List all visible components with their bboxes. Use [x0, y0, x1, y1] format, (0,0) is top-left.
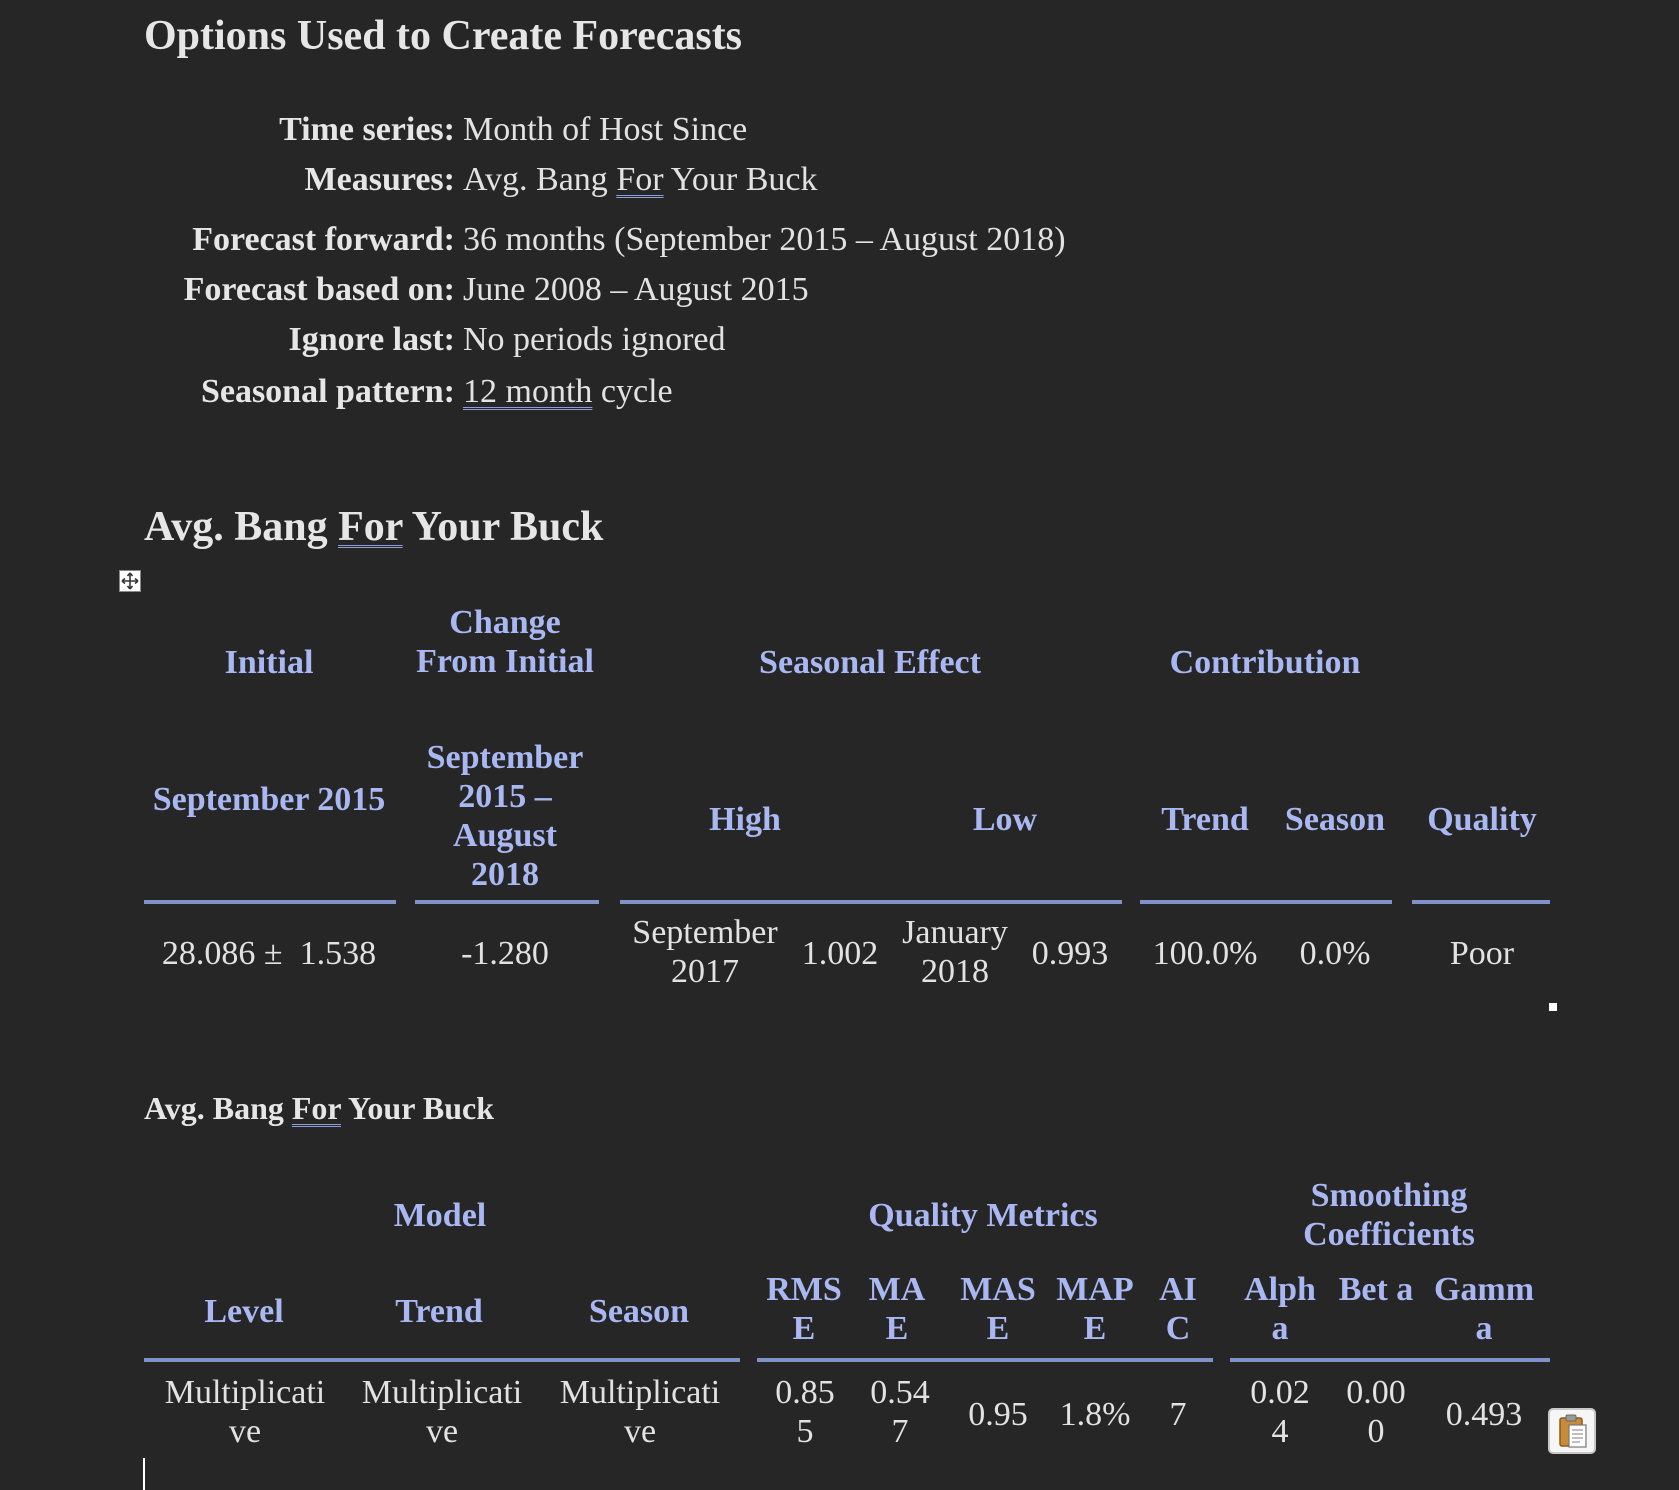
header-level: Level — [204, 1293, 284, 1330]
cell-trend: 100.0% — [1152, 935, 1258, 972]
option-value: Month of Host Since — [463, 111, 748, 148]
cell-gamma: 0.493 — [1445, 1396, 1523, 1433]
header-low: Low — [972, 801, 1038, 838]
text-run: Your Buck — [341, 1090, 494, 1126]
cell-quality: Poor — [1449, 935, 1515, 972]
model-heading: Avg. Bang For Your Buck — [144, 1090, 494, 1127]
cell-high-value: 1.002 — [801, 935, 879, 972]
option-label: Forecast forward: — [192, 221, 455, 258]
text-run-underlined: For — [291, 1090, 342, 1126]
header-season: Season — [1284, 801, 1386, 838]
header-smoothing-coefficients: Smoothing Coefficients — [1303, 1177, 1475, 1254]
header-alpha: Alph a — [1244, 1271, 1316, 1348]
header-mape: MAP E — [1056, 1271, 1134, 1348]
option-label: Time series: — [279, 111, 455, 148]
cell-season: Multiplicati ve — [559, 1374, 721, 1451]
cell-initial: 28.086 ± 1.538 — [161, 935, 377, 972]
cell-alpha: 0.02 4 — [1250, 1374, 1310, 1451]
column-rule — [415, 900, 599, 904]
text-run-underlined: For — [616, 161, 664, 198]
header-trend: Trend — [1161, 801, 1249, 838]
cell-rmse: 0.85 5 — [775, 1374, 835, 1451]
options-list: Time series: Month of Host Since Measure… — [184, 0, 1066, 410]
option-label: Ignore last: — [288, 321, 455, 358]
option-value: June 2008 – August 2015 — [463, 271, 809, 308]
text-run: Avg. Bang — [144, 504, 339, 550]
cell-mae: 0.54 7 — [870, 1374, 930, 1451]
column-rule — [757, 1358, 1213, 1362]
cell-high-period: September 2017 — [632, 914, 778, 991]
text-run-underlined: 12 month — [463, 373, 593, 410]
cell-mape: 1.8% — [1059, 1396, 1131, 1433]
header-rmse: RMS E — [766, 1271, 842, 1348]
option-label: Measures: — [304, 161, 455, 198]
move-handle-icon[interactable] — [119, 570, 141, 592]
text-run: Avg. Bang — [144, 1090, 292, 1126]
header-mae: MA E — [868, 1271, 926, 1348]
cell-trend: Multiplicati ve — [361, 1374, 523, 1451]
cell-aic: 7 — [1169, 1396, 1187, 1433]
header-seasonal-effect: Seasonal Effect — [759, 644, 981, 681]
column-rule — [1140, 900, 1392, 904]
options-heading: Options Used to Create Forecasts — [144, 13, 743, 59]
cell-level: Multiplicati ve — [164, 1374, 326, 1451]
header-model: Model — [393, 1197, 487, 1234]
header-beta: Bet a — [1338, 1271, 1414, 1308]
cell-beta: 0.00 0 — [1346, 1374, 1406, 1451]
cell-mase: 0.95 — [968, 1396, 1028, 1433]
header-trend: Trend — [395, 1293, 483, 1330]
option-label: Forecast based on: — [183, 271, 455, 308]
header-contribution: Contribution — [1169, 644, 1361, 681]
column-rule — [144, 900, 396, 904]
cell-change: -1.280 — [461, 935, 549, 972]
header-quality: Quality — [1427, 801, 1537, 838]
text-run: Your Buck — [402, 504, 604, 550]
column-rule — [1412, 900, 1550, 904]
header-mase: MAS E — [960, 1271, 1036, 1348]
header-quality-metrics: Quality Metrics — [868, 1197, 1098, 1234]
option-value: Avg. Bang For Your Buck — [463, 158, 818, 202]
column-rule — [620, 900, 1122, 904]
header-high: High — [709, 801, 781, 838]
option-value: No periods ignored — [463, 321, 726, 358]
option-label: Seasonal pattern: — [200, 373, 455, 410]
header-aic: AI C — [1159, 1271, 1197, 1348]
paste-icon[interactable] — [1548, 1408, 1596, 1454]
header-change-from-initial: Change From Initial — [416, 604, 594, 681]
header-initial: Initial — [224, 644, 314, 681]
text-cursor — [143, 1458, 145, 1490]
cell-season: 0.0% — [1299, 935, 1371, 972]
text-run: Avg. Bang — [463, 161, 617, 198]
cell-low-value: 0.993 — [1031, 935, 1109, 972]
option-value: 12 month cycle — [463, 370, 673, 414]
header-change-period: September 2015 – August 2018 — [426, 739, 584, 894]
cell-low-period: January 2018 — [902, 914, 1008, 991]
end-of-table-marker — [1549, 1003, 1557, 1011]
header-gamma: Gamm a — [1433, 1271, 1535, 1348]
column-rule — [144, 1358, 740, 1362]
column-rule — [1230, 1358, 1550, 1362]
header-initial-period: September 2015 — [152, 781, 386, 818]
option-value: 36 months (September 2015 – August 2018) — [463, 221, 1066, 258]
text-run: Your Buck — [663, 161, 818, 198]
text-run: cycle — [592, 373, 673, 410]
text-run-underlined: For — [338, 504, 403, 550]
header-season: Season — [588, 1293, 690, 1330]
summary-heading: Avg. Bang For Your Buck — [144, 503, 603, 551]
